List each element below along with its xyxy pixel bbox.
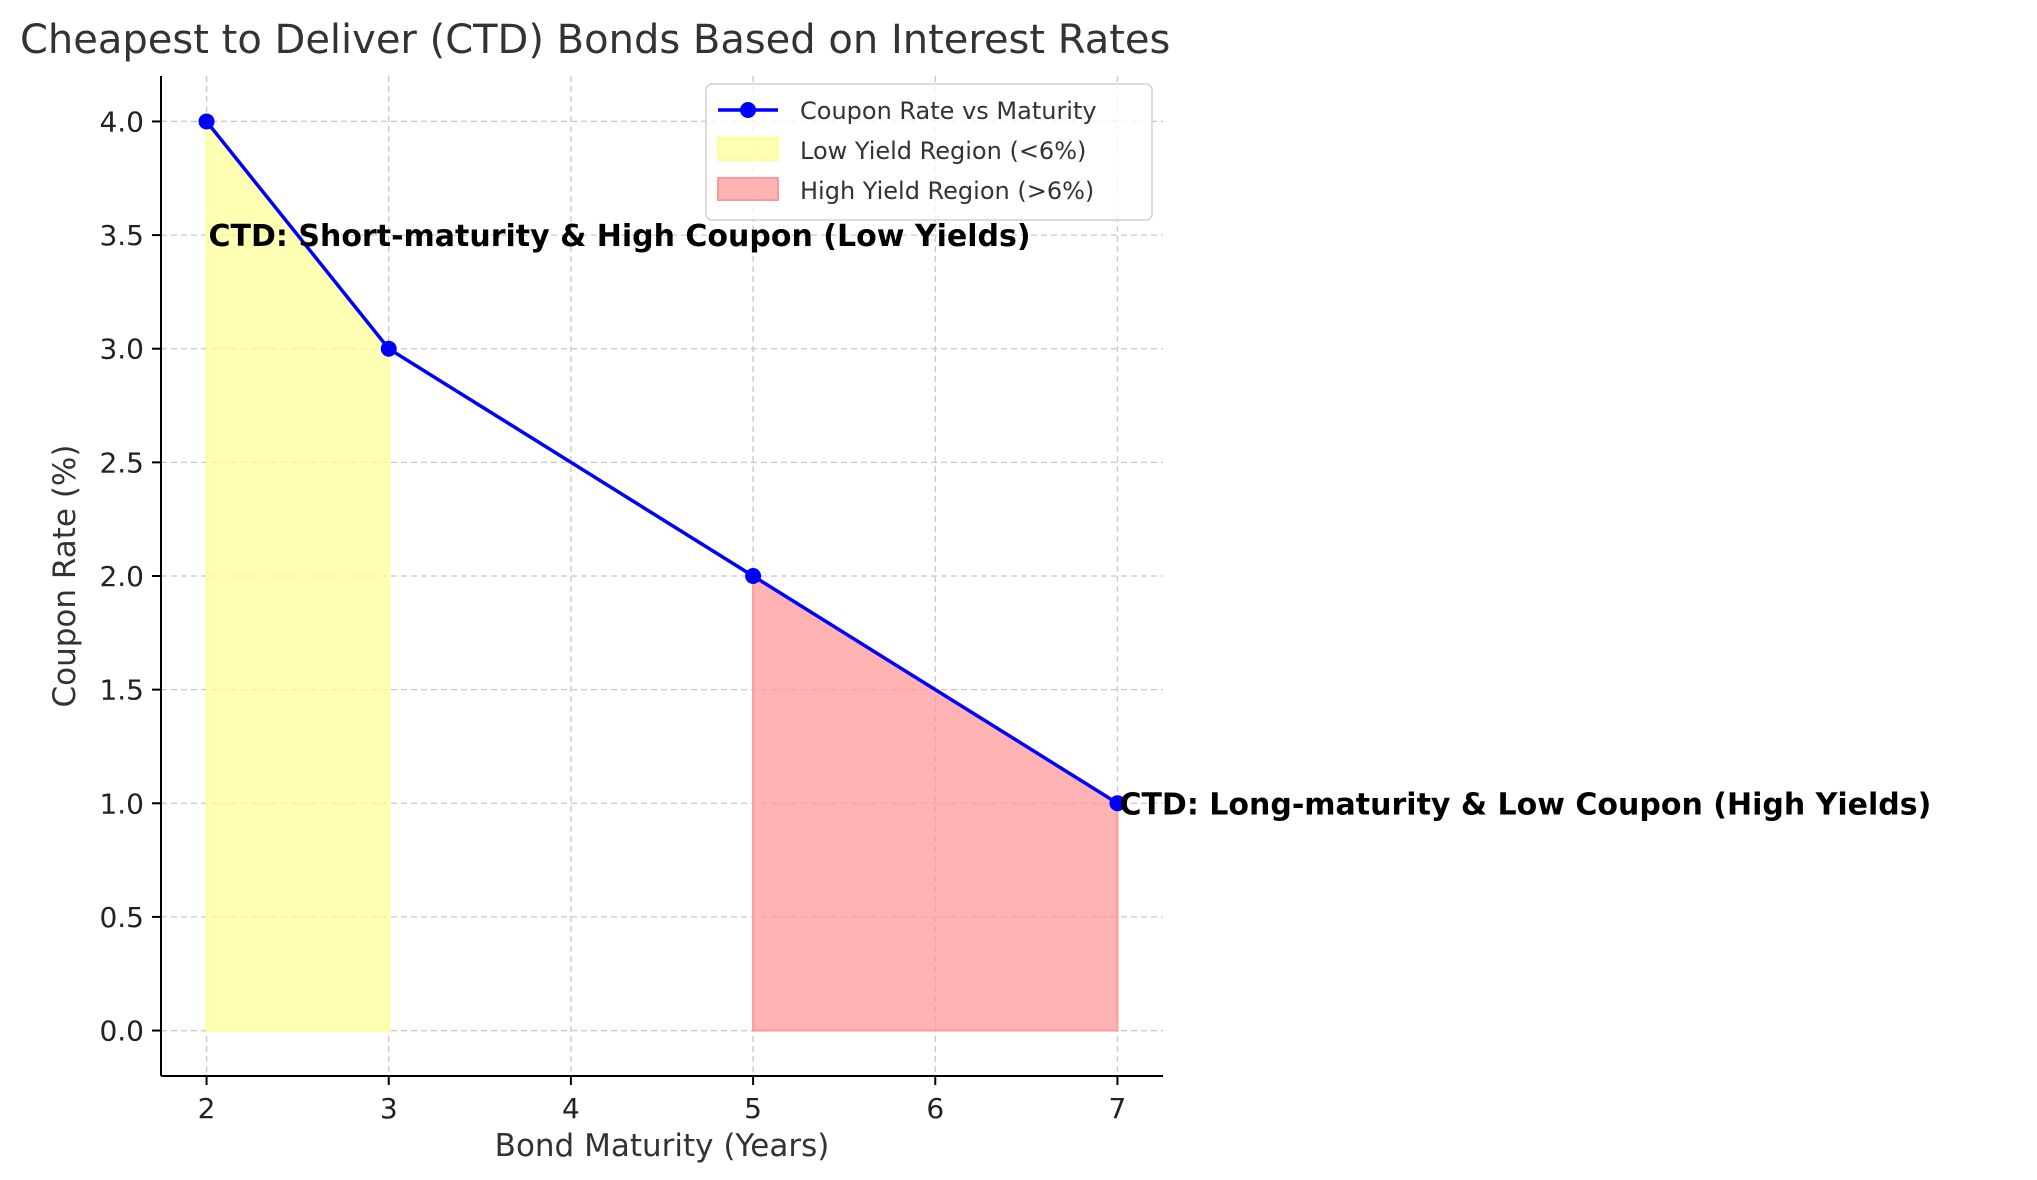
y-tick-label: 3.5	[99, 219, 144, 252]
low-yield-region	[205, 118, 390, 1032]
legend-label: Low Yield Region (<6%)	[800, 137, 1086, 165]
y-tick-label: 1.0	[99, 787, 144, 820]
data-point	[1109, 795, 1126, 812]
series-line	[205, 120, 1119, 805]
region-fills	[205, 118, 1119, 1032]
legend-region-swatch	[717, 137, 779, 161]
y-tick-marks: 0.0 0.5 1.0 1.5 2.0 2.5 3.0 3.5 4.0	[99, 105, 161, 1048]
x-tick-label: 6	[926, 1092, 944, 1125]
y-tick-label: 3.0	[99, 333, 144, 366]
y-tick-label: 0.0	[99, 1015, 144, 1048]
legend-label: Coupon Rate vs Maturity	[800, 97, 1097, 125]
legend-region-swatch	[717, 177, 779, 201]
x-tick-marks: 2 3 4 5 6 7	[198, 1076, 1127, 1125]
x-tick-label: 4	[562, 1092, 580, 1125]
annotations: CTD: Short-maturity & High Coupon (Low Y…	[209, 219, 1932, 822]
data-point	[380, 340, 397, 357]
y-axis-label: Coupon Rate (%)	[47, 445, 83, 708]
legend-marker-swatch	[740, 102, 756, 118]
x-tick-label: 7	[1109, 1092, 1127, 1125]
y-tick-label: 4.0	[99, 105, 144, 138]
data-point	[198, 113, 215, 130]
x-tick-label: 5	[744, 1092, 762, 1125]
series-lines	[198, 113, 1126, 812]
legend-label: High Yield Region (>6%)	[800, 177, 1094, 205]
legend: Coupon Rate vs Maturity Low Yield Region …	[705, 83, 1153, 221]
y-tick-label: 1.5	[99, 674, 144, 707]
x-tick-label: 2	[198, 1092, 216, 1125]
annotation-short-maturity: CTD: Short-maturity & High Coupon (Low Y…	[209, 219, 1031, 254]
x-axis-label: Bond Maturity (Years)	[495, 1128, 830, 1164]
y-tick-label: 0.5	[99, 901, 144, 934]
y-tick-label: 2.5	[99, 446, 144, 479]
x-tick-label: 3	[380, 1092, 398, 1125]
chart-title: Cheapest to Deliver (CTD) Bonds Based on…	[20, 17, 1170, 63]
y-tick-label: 2.0	[99, 560, 144, 593]
legend-box	[705, 83, 1153, 221]
high-yield-region	[752, 574, 1119, 1032]
data-point	[745, 568, 762, 584]
annotation-long-maturity: CTD: Long-maturity & Low Coupon (High Yi…	[1119, 787, 1931, 822]
